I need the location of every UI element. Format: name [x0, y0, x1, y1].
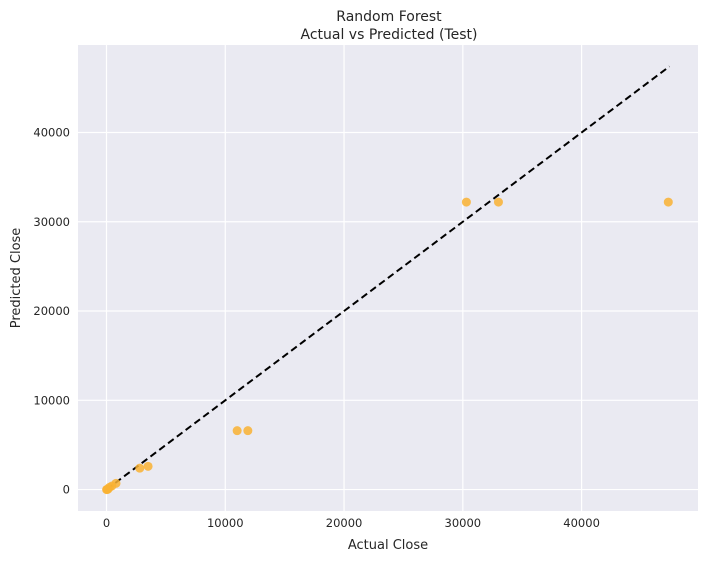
- reference-line-group: [105, 65, 671, 491]
- y-tick-labels: 0 10000 20000 30000 40000: [33, 125, 70, 496]
- reference-line: [105, 65, 671, 491]
- data-point: [232, 426, 242, 436]
- x-tick-label: 0: [103, 516, 110, 530]
- chart-subtitle: Actual vs Predicted (Test): [300, 27, 477, 43]
- data-point: [493, 197, 503, 207]
- y-tick-label: 0: [63, 483, 70, 497]
- data-points: [102, 197, 673, 495]
- data-point: [461, 197, 471, 207]
- x-tick-label: 30000: [445, 516, 482, 530]
- y-tick-label: 40000: [33, 125, 70, 139]
- data-point: [135, 463, 145, 473]
- y-axis-label: Predicted Close: [9, 228, 24, 329]
- y-tick-label: 30000: [33, 215, 70, 229]
- data-point: [243, 426, 253, 436]
- x-axis-label: Actual Close: [348, 538, 428, 553]
- x-tick-label: 20000: [326, 516, 363, 530]
- y-tick-label: 10000: [33, 393, 70, 407]
- data-point: [111, 478, 121, 488]
- x-tick-label: 40000: [563, 516, 600, 530]
- data-point: [663, 197, 673, 207]
- y-tick-label: 20000: [33, 304, 70, 318]
- grid-lines: [78, 45, 698, 511]
- x-tick-label: 10000: [207, 516, 244, 530]
- data-point: [143, 461, 153, 471]
- chart-title: Random Forest: [336, 9, 442, 25]
- x-tick-labels: 0 10000 20000 30000 40000: [103, 516, 600, 530]
